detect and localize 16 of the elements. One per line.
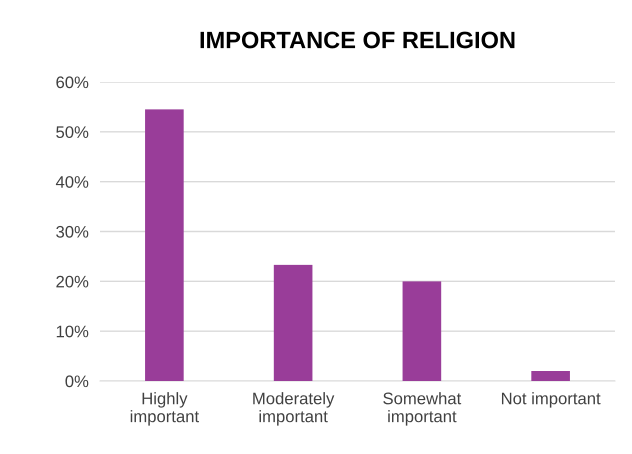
y-tick-label: 40% [56, 176, 88, 188]
chart-title: IMPORTANCE OF RELIGION [200, 32, 514, 48]
y-tick-label: 0% [65, 375, 88, 388]
bar [531, 371, 570, 381]
y-tick-label: 30% [56, 226, 88, 238]
y-tick-label: 10% [56, 326, 88, 338]
x-tick-label: Moderately important [253, 392, 334, 426]
x-tick-label: Not important [502, 392, 601, 408]
x-tick-label: Somewhat important [383, 392, 462, 426]
bar [402, 281, 442, 381]
bar [274, 264, 312, 381]
y-tick-label: 20% [56, 276, 88, 288]
y-tick-label: 50% [56, 126, 88, 138]
bar [145, 109, 184, 381]
y-tick-label: 60% [56, 76, 88, 88]
x-tick-label: Highly important [130, 392, 199, 426]
